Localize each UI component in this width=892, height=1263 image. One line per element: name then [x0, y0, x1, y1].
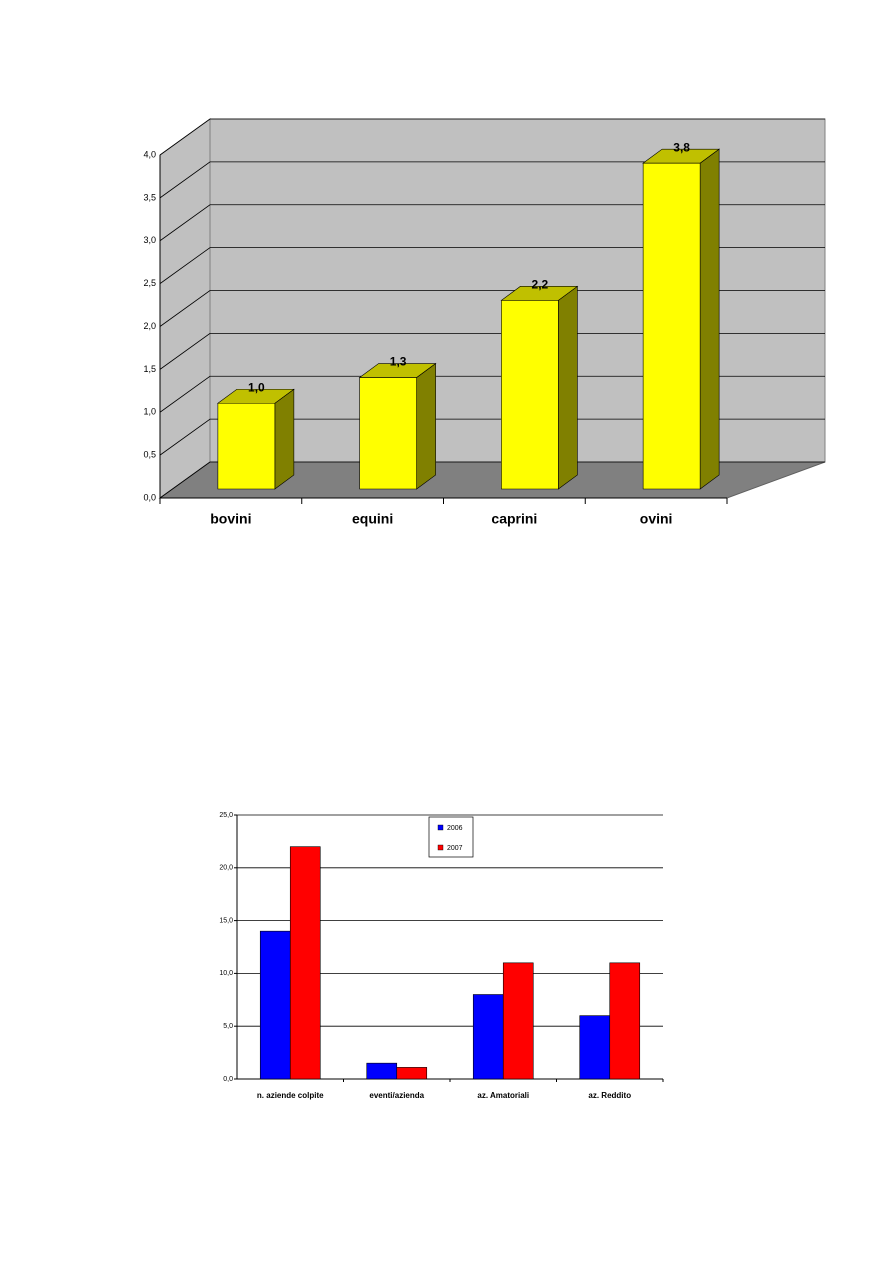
- value-label: 1,0: [248, 380, 265, 394]
- grid-line: [159, 118, 825, 156]
- y-tick-label: 5,0: [223, 1023, 233, 1030]
- bar-side: [416, 362, 436, 490]
- bar: [289, 846, 321, 1080]
- y-tick-label: 15,0: [219, 917, 233, 924]
- value-label: 2,2: [532, 278, 549, 292]
- bar-side: [699, 148, 720, 490]
- bar: [472, 994, 504, 1080]
- value-label: 3,8: [673, 140, 690, 154]
- x-tick-label: n. aziende colpite: [257, 1091, 324, 1100]
- legend-swatch: [437, 824, 444, 831]
- y-tick-label: 1,0: [143, 407, 156, 417]
- bar: [500, 285, 579, 490]
- bar-front: [359, 377, 417, 490]
- bar: [396, 1067, 428, 1080]
- x-tick-label: caprini: [491, 511, 537, 527]
- legend-label: 2006: [447, 825, 463, 832]
- grid-line: [159, 161, 825, 199]
- value-label: 1,3: [390, 355, 407, 369]
- x-tick-label: equini: [352, 511, 393, 527]
- bar-front: [217, 402, 276, 490]
- grid-line: [159, 375, 825, 413]
- y-tick-label: 1,5: [143, 364, 156, 374]
- bar: [609, 962, 641, 1080]
- bar: [502, 962, 534, 1080]
- x-tick-label: eventi/azienda: [369, 1091, 424, 1100]
- grid-line: [159, 247, 825, 284]
- bar: [216, 388, 295, 490]
- y-tick-label: 2,0: [143, 321, 156, 331]
- x-tick-label: bovini: [210, 511, 251, 527]
- bar-side: [274, 388, 295, 490]
- bar-side: [558, 285, 578, 490]
- grid-line: [159, 461, 825, 499]
- x-tick-label: ovini: [640, 511, 673, 527]
- bar: [358, 362, 437, 490]
- bar: [642, 148, 721, 490]
- y-tick-label: 0,0: [143, 492, 156, 502]
- grid-line: [159, 204, 825, 242]
- y-tick-label: 3,5: [143, 192, 156, 202]
- y-tick-label: 4,0: [143, 149, 156, 159]
- bar-front: [642, 162, 701, 490]
- y-tick-label: 25,0: [219, 812, 233, 819]
- x-tick-label: az. Amatoriali: [477, 1091, 529, 1100]
- bar: [366, 1062, 398, 1080]
- bar: [259, 930, 291, 1080]
- y-tick-label: 20,0: [219, 865, 233, 872]
- y-tick-label: 10,0: [219, 970, 233, 977]
- grid-line: [159, 418, 825, 456]
- y-tick-label: 0,0: [223, 1076, 233, 1083]
- y-tick-label: 0,5: [143, 450, 156, 460]
- bar: [579, 1015, 611, 1080]
- y-tick-label: 3,0: [143, 235, 156, 245]
- x-tick-label: az. Reddito: [588, 1091, 631, 1100]
- y-tick-label: 2,5: [143, 278, 156, 288]
- legend-label: 2007: [447, 845, 463, 852]
- grid-line: [159, 290, 825, 327]
- bar-front: [501, 300, 559, 490]
- legend-swatch: [437, 844, 444, 851]
- grid-line: [159, 332, 825, 370]
- legend-box: [428, 816, 474, 858]
